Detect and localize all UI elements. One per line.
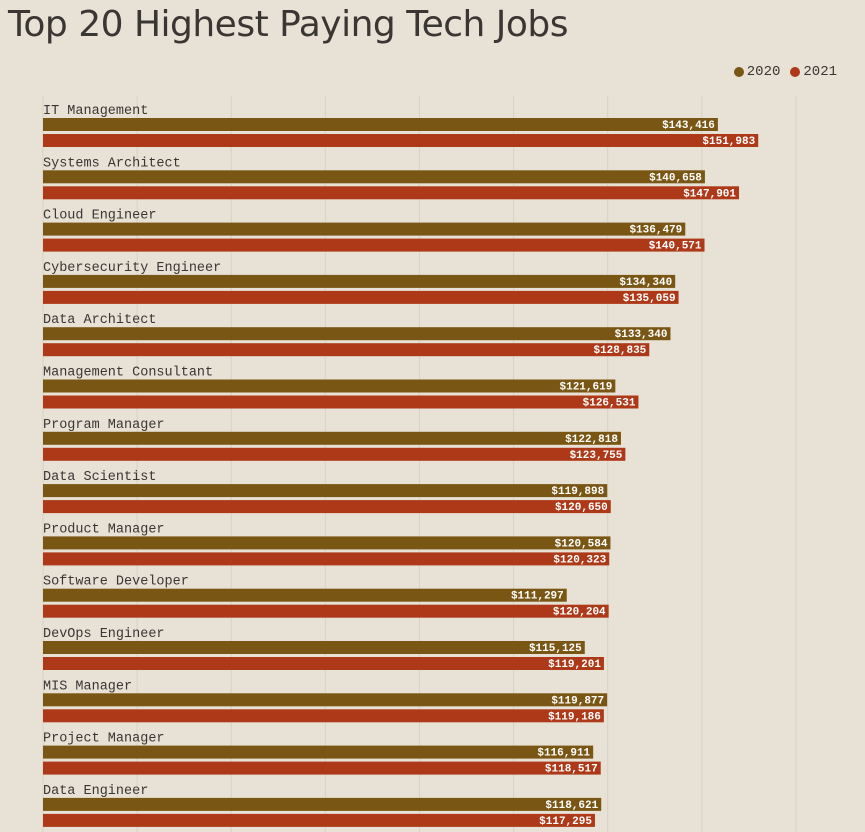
bar-2021 (43, 186, 740, 200)
category-label: MIS Manager (43, 679, 132, 694)
bar-2020 (43, 379, 616, 393)
data-label-2020: $136,479 (629, 225, 682, 237)
bar-2020 (43, 797, 602, 811)
data-label-2021: $118,517 (545, 764, 598, 776)
bar-2021 (43, 657, 604, 670)
category-label: Software Developer (43, 575, 189, 590)
data-label-2020: $122,818 (565, 434, 618, 446)
data-label-2020: $119,898 (551, 486, 604, 498)
data-label-2021: $123,755 (570, 450, 623, 462)
category-label: Project Manager (43, 732, 165, 747)
category-label: Program Manager (43, 418, 165, 433)
bar-2021 (43, 604, 609, 618)
category-label: Product Manager (43, 522, 165, 537)
bar-2021 (43, 761, 601, 775)
data-label-2021: $119,186 (548, 711, 601, 723)
data-label-2021: $151,983 (702, 136, 755, 148)
category-label: Data Engineer (43, 784, 148, 799)
data-label-2020: $119,877 (551, 695, 604, 707)
bar-2020 (43, 588, 567, 602)
bar-2021 (43, 813, 595, 827)
legend-label-2020: 2020 (746, 64, 781, 80)
bar-2020 (43, 484, 608, 498)
bar-2020 (43, 118, 718, 131)
data-label-2021: $135,059 (623, 293, 676, 305)
bar-2021 (43, 395, 639, 409)
data-label-2021: $128,835 (593, 345, 646, 357)
category-label: DevOps Engineer (43, 627, 165, 642)
bar-2020 (43, 693, 608, 707)
data-label-2020: $118,621 (545, 800, 598, 812)
legend-swatch-2021 (790, 67, 801, 77)
category-label: Cybersecurity Engineer (43, 261, 221, 276)
legend-item-2021: 2021 (790, 64, 837, 80)
data-label-2020: $121,619 (560, 382, 613, 394)
bar-2021 (43, 343, 650, 357)
category-label: Systems Architect (43, 156, 181, 171)
bar-2020 (43, 536, 611, 550)
data-label-2021: $147,901 (683, 188, 736, 200)
bar-2020 (43, 222, 686, 236)
legend-swatch-2020 (733, 67, 744, 77)
bar-2021 (43, 290, 679, 304)
category-label: Data Scientist (43, 470, 156, 485)
data-label-2020: $111,297 (511, 591, 564, 603)
chart-title: Top 20 Highest Paying Tech Jobs (8, 4, 569, 45)
data-label-2020: $116,911 (537, 748, 590, 760)
bar-2020 (43, 641, 585, 654)
category-label: Data Architect (43, 313, 156, 328)
data-label-2021: $120,650 (555, 502, 608, 514)
bar-2021 (43, 709, 604, 723)
category-label: Management Consultant (43, 366, 213, 381)
data-label-2021: $119,201 (548, 659, 601, 671)
category-label: IT Management (43, 104, 148, 119)
legend-item-2020: 2020 (733, 64, 781, 80)
bar-2021 (43, 552, 610, 566)
bar-2021 (43, 500, 611, 514)
legend: 2020 2021 (733, 64, 837, 80)
bar-2021 (43, 238, 705, 252)
data-label-2021: $120,323 (553, 554, 606, 566)
data-label-2020: $134,340 (619, 277, 672, 289)
legend-label-2021: 2021 (803, 64, 837, 80)
data-label-2020: $115,125 (529, 643, 582, 655)
data-label-2020: $143,416 (662, 120, 715, 132)
bar-2021 (43, 447, 626, 461)
data-label-2020: $120,584 (555, 538, 608, 550)
bar-2021 (43, 134, 759, 147)
bar-2020 (43, 274, 676, 288)
data-label-2020: $133,340 (615, 329, 668, 341)
data-label-2021: $126,531 (583, 398, 636, 410)
bar-2020 (43, 745, 594, 759)
data-label-2020: $140,658 (649, 172, 702, 184)
data-label-2021: $117,295 (539, 816, 592, 828)
category-label: Cloud Engineer (43, 209, 156, 224)
data-label-2021: $140,571 (649, 241, 702, 253)
bar-2020 (43, 327, 671, 341)
bar-2020 (43, 170, 705, 184)
bar-2020 (43, 431, 621, 445)
data-label-2021: $120,204 (553, 607, 606, 619)
